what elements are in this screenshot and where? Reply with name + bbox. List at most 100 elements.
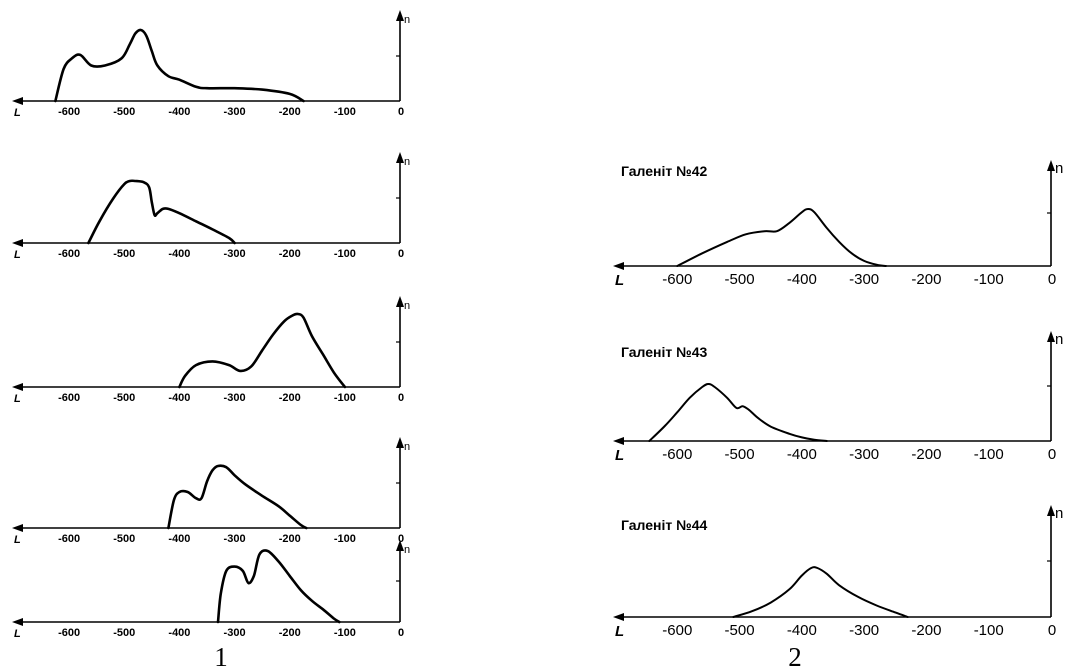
x-axis-label: L [14, 393, 21, 405]
x-tick-label: -400 [787, 271, 817, 288]
x-tick-label: -600 [58, 533, 80, 545]
y-axis-label: n [404, 156, 410, 168]
distribution-curve [178, 312, 347, 389]
x-tick-label: -600 [58, 248, 80, 260]
x-tick-label: -500 [725, 271, 755, 288]
chart-panel-8: n L -600 -500 -400 -300 -200 -100 0 Галеніт №44 [613, 505, 1063, 640]
x-tick-label: -500 [113, 106, 135, 118]
x-tick-label: -200 [911, 622, 941, 639]
x-tick-label: -300 [849, 271, 879, 288]
y-axis-arrow-icon [1047, 505, 1055, 516]
chart-panel-6: n L -600 -500 -400 -300 -200 -100 0 Галеніт №42 [613, 160, 1063, 289]
x-tick-label: -400 [168, 533, 190, 545]
x-tick-label: -500 [725, 622, 755, 639]
panel-title: Галеніт №42 [621, 163, 708, 179]
x-tick-label: -400 [787, 446, 817, 463]
y-axis-label: n [1055, 505, 1063, 522]
x-tick-label: 0 [398, 627, 404, 639]
x-tick-label: -200 [279, 533, 301, 545]
x-axis-label: L [615, 272, 624, 289]
chart-panel-2: n L -600 -500 -400 -300 -200 -100 0 [12, 152, 410, 261]
x-tick-label: -300 [224, 533, 246, 545]
chart-panel-4: n L -600 -500 -400 -300 -200 -100 0 [12, 437, 410, 546]
x-axis-label: L [14, 107, 21, 119]
x-tick-label: -300 [849, 446, 879, 463]
x-tick-label: 0 [398, 248, 404, 260]
x-tick-label: -600 [662, 271, 692, 288]
x-axis-label: L [14, 628, 21, 640]
x-tick-label: -200 [911, 446, 941, 463]
x-tick-label: -200 [279, 106, 301, 118]
chart-panel-3: n L -600 -500 -400 -300 -200 -100 0 [12, 296, 410, 405]
x-tick-label: -100 [334, 392, 356, 404]
x-tick-label: -600 [58, 106, 80, 118]
x-tick-label: -400 [168, 392, 190, 404]
y-axis-label: n [1055, 331, 1063, 348]
x-tick-label: -200 [279, 627, 301, 639]
distribution-curve [648, 383, 828, 442]
panel-label-2: 2 [788, 642, 802, 672]
chart-panel-1: n L -600 -500 -400 -300 -200 -100 0 [12, 10, 410, 119]
x-axis-arrow-icon [12, 97, 23, 105]
x-axis-arrow-icon [12, 239, 23, 247]
x-axis-arrow-icon [613, 613, 624, 621]
x-axis-label: L [615, 447, 624, 464]
x-tick-label: -200 [279, 392, 301, 404]
y-axis-arrow-icon [396, 10, 404, 21]
y-axis-label: n [404, 441, 410, 453]
y-axis-label: n [404, 300, 410, 312]
x-tick-label: -100 [334, 106, 356, 118]
y-axis-arrow-icon [1047, 160, 1055, 171]
x-tick-label: -100 [334, 533, 356, 545]
x-tick-label: -200 [279, 248, 301, 260]
y-axis-arrow-icon [396, 152, 404, 163]
x-axis-arrow-icon [613, 262, 624, 270]
x-axis-arrow-icon [613, 437, 624, 445]
x-tick-label: -300 [849, 622, 879, 639]
x-tick-label: -500 [725, 446, 755, 463]
x-tick-label: -500 [113, 627, 135, 639]
x-tick-label: -600 [662, 446, 692, 463]
distribution-curve [54, 28, 305, 103]
y-axis-arrow-icon [1047, 331, 1055, 342]
distribution-curve [676, 208, 887, 267]
x-tick-label: -100 [334, 627, 356, 639]
x-tick-label: -600 [662, 622, 692, 639]
x-tick-label: 0 [1048, 271, 1056, 288]
x-tick-label: 0 [398, 392, 404, 404]
x-tick-label: -500 [113, 533, 135, 545]
x-axis-arrow-icon [12, 618, 23, 626]
x-tick-label: -300 [224, 392, 246, 404]
y-axis-label: n [404, 14, 410, 26]
distribution-curve [216, 549, 341, 624]
panel-title: Галеніт №43 [621, 344, 708, 360]
x-axis-label: L [14, 249, 21, 261]
distribution-curve [87, 179, 236, 245]
x-tick-label: -300 [224, 248, 246, 260]
distribution-curve [167, 464, 308, 530]
x-tick-label: 0 [398, 106, 404, 118]
x-tick-label: -500 [113, 392, 135, 404]
x-tick-label: -100 [974, 271, 1004, 288]
x-axis-label: L [14, 534, 21, 546]
panel-title: Галеніт №44 [621, 517, 708, 533]
chart-panel-5: n L -600 -500 -400 -300 -200 -100 0 [12, 540, 410, 640]
x-axis-label: L [615, 623, 624, 640]
x-tick-label: -100 [974, 622, 1004, 639]
x-tick-label: -600 [58, 627, 80, 639]
panel-label-1: 1 [214, 642, 228, 672]
x-tick-label: 0 [1048, 446, 1056, 463]
x-tick-label: -100 [334, 248, 356, 260]
x-tick-label: -100 [974, 446, 1004, 463]
x-tick-label: -600 [58, 392, 80, 404]
x-tick-label: -300 [224, 627, 246, 639]
y-axis-arrow-icon [396, 437, 404, 448]
y-axis-arrow-icon [396, 296, 404, 307]
x-tick-label: 0 [398, 533, 404, 545]
chart-panel-7: n L -600 -500 -400 -300 -200 -100 0 Галеніт №43 [613, 331, 1063, 464]
x-tick-label: -400 [787, 622, 817, 639]
distribution-curve [732, 566, 909, 618]
y-axis-arrow-icon [396, 540, 404, 551]
x-tick-label: -400 [168, 627, 190, 639]
